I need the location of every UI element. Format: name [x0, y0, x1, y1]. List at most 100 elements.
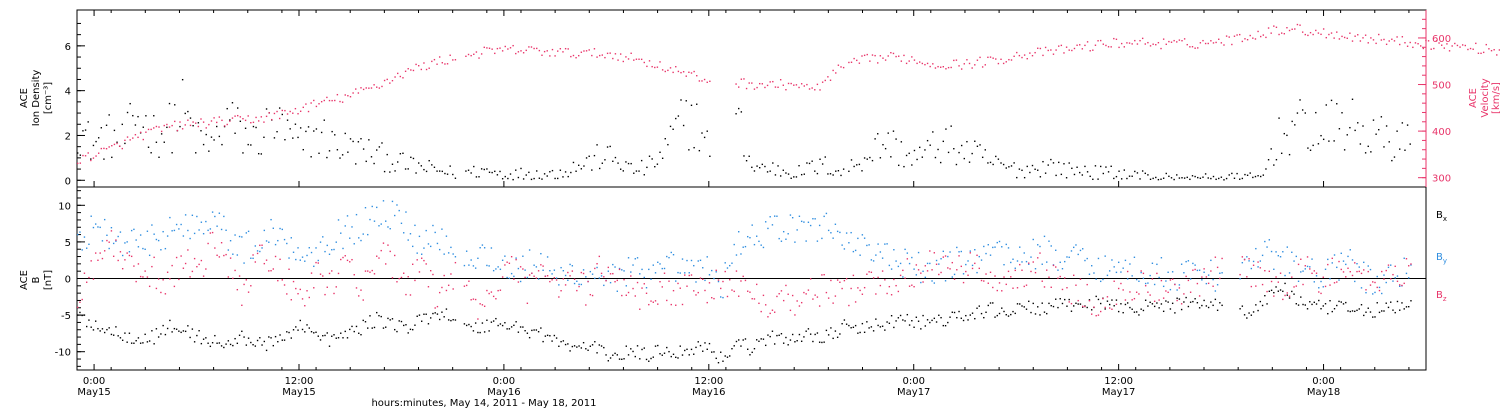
Bx-point [1387, 306, 1390, 309]
density-point [1296, 112, 1299, 114]
density-point [633, 172, 635, 174]
By-point [1124, 259, 1127, 262]
By-point [596, 266, 598, 269]
velocity-point [1493, 49, 1495, 51]
Bx-point [911, 320, 913, 322]
velocity-point [1241, 40, 1244, 43]
velocity-point [376, 86, 378, 88]
velocity-point [1089, 50, 1091, 52]
Bx-point [1369, 311, 1372, 313]
By-point [1376, 275, 1378, 278]
density-point [1315, 111, 1317, 114]
velocity-point [1131, 43, 1133, 45]
velocity-point [606, 52, 609, 55]
velocity-point [981, 66, 984, 68]
density-point [239, 120, 242, 123]
Bz-point [326, 286, 328, 288]
Bz-point [313, 287, 315, 289]
By-point [870, 259, 873, 261]
density-point [1029, 171, 1031, 174]
Bx-point [83, 314, 86, 316]
Bz-point [151, 265, 153, 268]
Bx-point [949, 316, 951, 318]
density-point [562, 176, 564, 178]
Bz-point [821, 274, 823, 276]
Bz-point [809, 278, 812, 280]
By-point [1196, 269, 1199, 272]
density-point [1089, 175, 1091, 178]
velocity-point [166, 123, 168, 126]
density-point [960, 144, 963, 147]
density-point [299, 127, 302, 129]
velocity-point [533, 47, 535, 50]
By-point [650, 278, 652, 280]
density-point [515, 169, 517, 171]
density-point [604, 159, 606, 161]
density-point [1031, 164, 1034, 167]
Bx-point [924, 325, 927, 327]
density-point [320, 131, 323, 134]
Bx-point [117, 335, 119, 337]
Bx-point [1275, 286, 1277, 288]
Bx-point [463, 323, 466, 325]
density-point [517, 176, 520, 179]
Bx-point [112, 334, 115, 336]
Bx-point [360, 333, 362, 336]
velocity-point [848, 61, 850, 64]
density-point [661, 157, 664, 160]
top-panel-points [77, 23, 1500, 181]
Bx-point [922, 314, 924, 317]
velocity-point [1438, 42, 1440, 44]
velocity-point [1026, 57, 1028, 60]
velocity-point [1338, 38, 1341, 40]
density-point [680, 99, 682, 101]
Bx-point [510, 326, 513, 328]
By-point [762, 246, 765, 249]
Bx-point [758, 340, 760, 343]
Bz-point [88, 276, 90, 279]
velocity-point [1162, 38, 1165, 40]
Bz-point [1106, 296, 1109, 298]
Bz-point [214, 247, 216, 249]
By-point [299, 259, 301, 261]
Bz-point [479, 303, 481, 305]
Bz-point [301, 298, 304, 300]
density-point [866, 158, 868, 160]
By-point [1142, 277, 1145, 280]
By-point [1003, 263, 1005, 266]
Bz-point [848, 304, 850, 307]
Bz-point [1279, 272, 1282, 274]
velocity-point [939, 66, 942, 68]
Bx-point [875, 318, 877, 320]
By-point [1365, 291, 1367, 294]
velocity-point [1058, 45, 1060, 47]
By-point [1329, 278, 1331, 280]
Bz-point [1351, 274, 1354, 277]
By-point [1378, 286, 1381, 289]
By-point [1095, 278, 1097, 280]
density-point [1123, 169, 1125, 171]
velocity-point [153, 127, 155, 129]
Bz-point [513, 278, 515, 280]
Bz-point [603, 276, 605, 278]
Bx-point [506, 328, 508, 330]
Bz-point [654, 300, 657, 302]
Bz-point [755, 283, 758, 286]
velocity-point [1210, 40, 1212, 42]
density-point [882, 144, 884, 146]
Bx-point [1252, 311, 1255, 313]
Bx-point [1250, 314, 1253, 316]
Bz-point [1034, 271, 1037, 274]
velocity-point [1144, 43, 1146, 45]
velocity-point [313, 99, 315, 102]
velocity-point [968, 62, 971, 65]
density-point [955, 163, 958, 166]
Bz-point [1282, 298, 1284, 301]
density-point [1099, 165, 1102, 168]
Bx-point [115, 326, 117, 328]
Bx-point [843, 319, 846, 321]
By-point [715, 271, 717, 273]
Bx-point [1030, 311, 1032, 314]
legend-subscript-y: y [1443, 257, 1447, 265]
Bz-point [427, 286, 430, 288]
